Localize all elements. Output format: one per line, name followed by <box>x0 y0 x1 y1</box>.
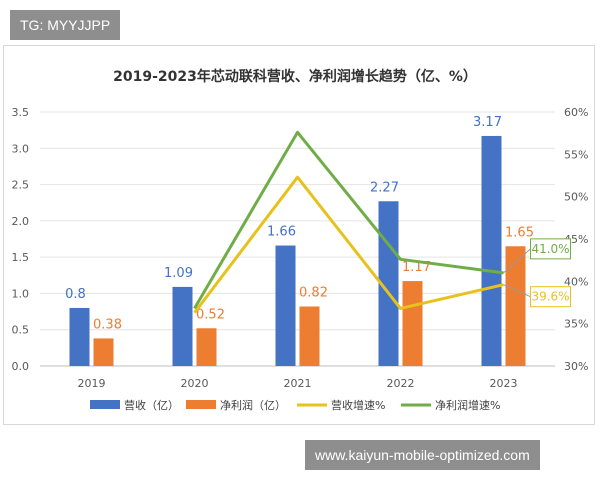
revenue-bar-label: 1.66 <box>267 225 296 240</box>
x-tick-label: 2020 <box>181 377 209 390</box>
profit-bar <box>299 306 320 366</box>
revenue-bar <box>172 286 193 366</box>
profit-bar <box>402 281 423 366</box>
y-axis-left: 0.0 0.5 1.0 1.5 2.0 2.5 3.0 3.5 <box>12 106 30 373</box>
y-left-tick-label: 2.0 <box>12 215 30 228</box>
y-right-tick-label: 50% <box>564 191 588 204</box>
legend: 营收（亿） 净利润（亿） 营收增速% 净利润增速% <box>90 398 500 412</box>
profit-bar-label: 0.38 <box>93 317 122 332</box>
x-tick-label: 2022 <box>387 377 415 390</box>
callout-box <box>530 286 571 308</box>
profit-bar-label: 1.65 <box>505 225 534 240</box>
revenue-bar <box>481 135 502 366</box>
y-left-tick-label: 3.5 <box>12 106 30 119</box>
x-axis: 2019 2020 2021 2022 2023 <box>78 377 518 390</box>
profit-bar <box>196 328 217 366</box>
y-left-tick-label: 3.0 <box>12 142 30 155</box>
callout-box <box>530 238 571 260</box>
legend-label: 净利润增速% <box>435 398 500 412</box>
legend-label: 营收（亿） <box>124 398 179 412</box>
y-left-tick-label: 1.0 <box>12 287 30 300</box>
y-right-tick-label: 60% <box>564 106 588 119</box>
revenue-bar-label: 1.09 <box>164 266 193 281</box>
profit-growth-line <box>193 130 504 310</box>
y-right-tick-label: 55% <box>564 148 588 161</box>
legend-swatch <box>186 400 216 409</box>
revenue-bar <box>69 307 90 366</box>
callout-leader <box>503 284 531 298</box>
revenue-bar-label: 0.8 <box>65 287 86 302</box>
revenue-bar-label: 2.27 <box>370 180 399 195</box>
revenue-growth-line <box>193 175 504 314</box>
y-left-tick-label: 1.5 <box>12 251 30 264</box>
y-right-tick-label: 40% <box>564 275 588 288</box>
callout-label: 39.6% <box>531 290 569 304</box>
revenue-bar <box>378 201 399 366</box>
y-left-tick-label: 2.5 <box>12 179 30 192</box>
callout-label: 41.0% <box>531 242 569 256</box>
y-left-tick-label: 0.0 <box>12 360 30 373</box>
profit-bar-label: 0.82 <box>299 285 328 300</box>
gridlines <box>40 111 555 367</box>
profit-bar-label: 0.52 <box>196 307 225 322</box>
x-tick-label: 2021 <box>284 377 312 390</box>
legend-swatch <box>90 400 120 409</box>
y-axis-right: 30%35%40%45%50%55%60% <box>564 106 588 373</box>
watermark-top: TG: MYYJJPP <box>10 10 121 40</box>
revenue-bar-label: 3.17 <box>473 115 502 130</box>
x-tick-label: 2023 <box>490 377 518 390</box>
legend-label: 净利润（亿） <box>220 398 286 412</box>
chart-title: 2019-2023年芯动联科营收、净利润增长趋势（亿、%） <box>113 68 477 85</box>
profit-bar <box>505 246 526 366</box>
callout-leader <box>503 248 531 274</box>
x-tick-label: 2019 <box>78 377 106 390</box>
y-right-tick-label: 35% <box>564 318 588 331</box>
bar-series: 0.81.091.662.273.170.380.520.821.171.65 <box>65 115 534 366</box>
revenue-bar <box>275 245 296 366</box>
legend-label: 营收增速% <box>331 398 385 412</box>
line-series: 41.0% 39.6% <box>193 130 571 314</box>
y-left-tick-label: 0.5 <box>12 324 30 337</box>
watermark-bottom: www.kaiyun-mobile-optimized.com <box>305 440 540 470</box>
y-right-tick-label: 30% <box>564 360 588 373</box>
profit-bar <box>93 338 114 366</box>
